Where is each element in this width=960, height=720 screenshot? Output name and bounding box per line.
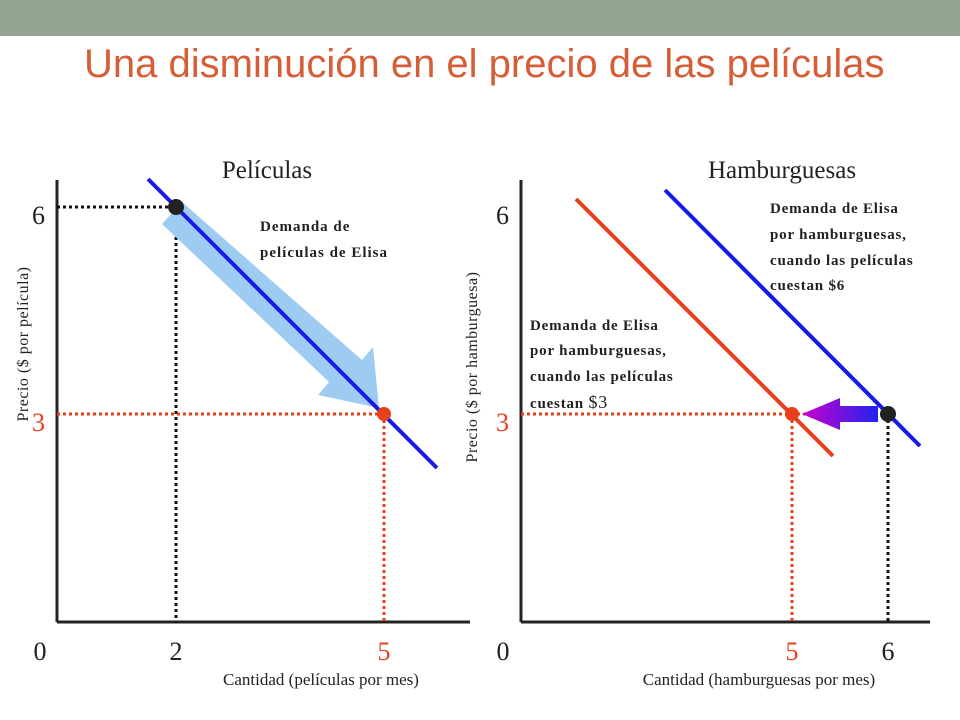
movies-x-axis-label: Cantidad (películas por mes) [223, 670, 419, 689]
burgers-x-tick-5: 5 [786, 637, 799, 666]
burgers-x-tick-6: 6 [882, 637, 895, 666]
burgers-y-tick-6: 6 [496, 201, 509, 230]
movies-y-tick-3: 3 [32, 408, 45, 437]
burgers-annotation-6-line-3: cuando las películas [770, 253, 914, 269]
burgers-point-5-3 [785, 407, 799, 421]
burgers-chart: Hamburguesas Demanda de Elisa por hambur… [464, 157, 930, 689]
top-bar [0, 0, 960, 36]
burgers-y-tick-3: 3 [496, 408, 509, 437]
movies-chart-title: Películas [222, 157, 312, 184]
burgers-annotation-3-line-4: cuestan $3 [530, 392, 608, 412]
burgers-annotation-6-line-4: cuestan $6 [770, 278, 845, 294]
burgers-annotation-3-line-2: por hamburguesas, [530, 343, 667, 359]
movies-annotation-line-2: películas de Elisa [260, 245, 388, 261]
movies-y-tick-6: 6 [32, 201, 45, 230]
slide-title: Una disminución en el precio de las pelí… [84, 42, 885, 86]
burgers-shift-arrow [802, 398, 878, 430]
burgers-annotation-3-price: $3 [589, 392, 609, 412]
burgers-point-6-3 [880, 406, 896, 422]
movies-chart: Películas Demanda de películas de Elisa … [15, 157, 470, 689]
movies-x-tick-2: 2 [170, 637, 183, 666]
movies-demand-line [146, 177, 439, 470]
burgers-x-tick-0: 0 [497, 637, 510, 666]
movies-point-5-3 [377, 407, 391, 421]
movies-annotation-line-1: Demanda de [260, 219, 350, 235]
burgers-x-axis-label: Cantidad (hamburguesas por mes) [643, 670, 875, 689]
burgers-annotation-3-line-3: cuando las películas [530, 369, 674, 385]
movies-y-axis-label: Precio ($ por película) [15, 267, 32, 422]
burgers-annotation-6-line-1: Demanda de Elisa [770, 201, 899, 217]
burgers-annotation-6-line-2: por hamburguesas, [770, 227, 907, 243]
burgers-annotation-3-word: cuestan [530, 396, 584, 412]
movies-x-tick-0: 0 [34, 637, 47, 666]
burgers-annotation-3-line-1: Demanda de Elisa [530, 318, 659, 334]
burgers-y-axis-label: Precio ($ por hamburguesa) [464, 272, 481, 463]
burgers-demand-line-price-6 [663, 188, 922, 448]
movies-point-2-6 [168, 199, 184, 215]
movies-x-tick-5: 5 [378, 637, 391, 666]
burgers-chart-title: Hamburguesas [708, 157, 856, 184]
